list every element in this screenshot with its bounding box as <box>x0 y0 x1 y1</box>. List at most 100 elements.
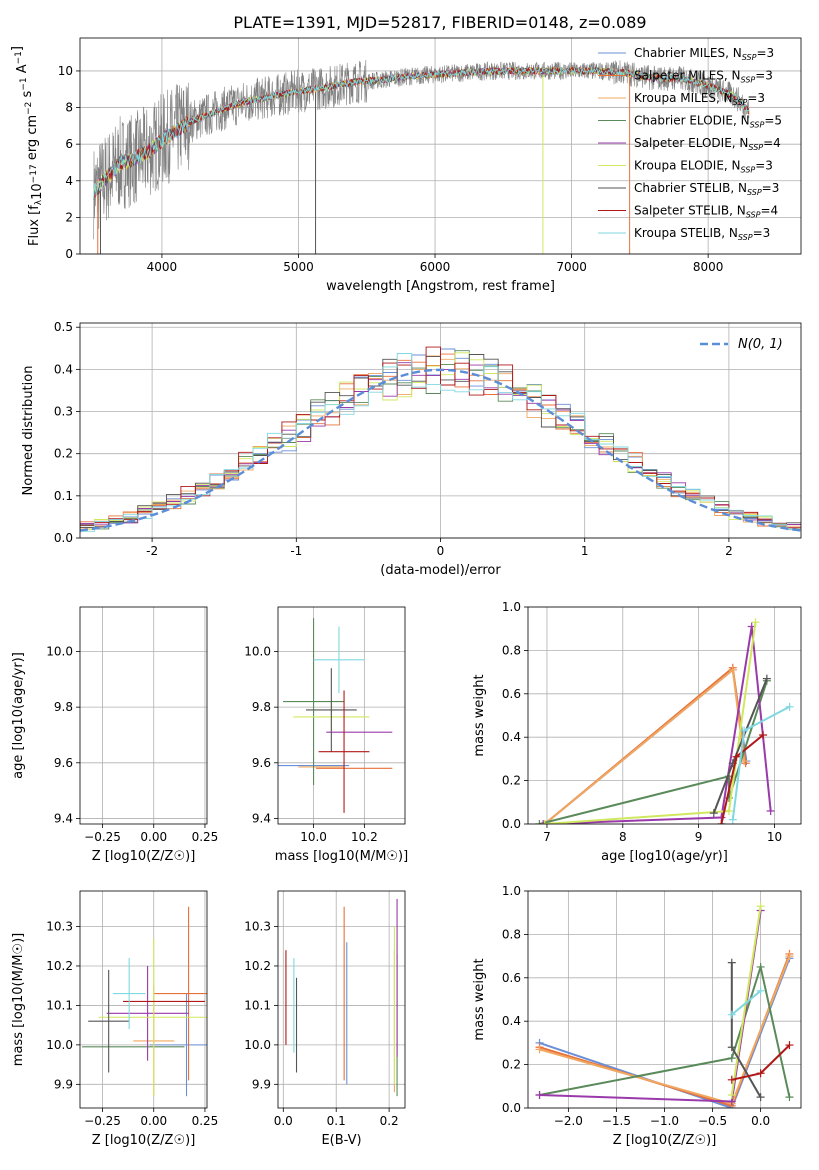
x-tick-label: −1.5 <box>602 1114 631 1128</box>
axes-frame <box>79 37 802 255</box>
legend-entry-chabrier-elodie: Chabrier ELODIE, NSSP=5 <box>634 114 782 130</box>
x-tick-label: 4000 <box>147 260 178 274</box>
y-tick-label: 0 <box>65 247 73 261</box>
x-axis-label: E(B-V) <box>321 1133 361 1148</box>
weight-line-kroupa-elodie <box>730 906 762 1096</box>
x-tick-label: −0.5 <box>698 1114 727 1128</box>
y-axis-label-part: 10 <box>30 183 45 200</box>
y-axis-label-part: s <box>20 90 35 101</box>
legend-text: Salpeter ELODIE, N <box>634 136 748 150</box>
y-tick-label: 10.1 <box>244 998 271 1012</box>
legend-value: =4 <box>760 204 778 218</box>
legend-subscript: SSP <box>738 233 753 242</box>
legend-entry-chabrier-miles: Chabrier MILES, NSSP=3 <box>634 46 774 62</box>
axes-frame <box>277 890 406 1109</box>
y-tick-label: 8 <box>65 101 73 115</box>
x-tick-label: 0 <box>437 544 445 558</box>
weight-marker-kroupa-stelib <box>756 986 765 995</box>
y-tick-label: 9.4 <box>252 811 271 825</box>
legend-value: =3 <box>755 69 773 83</box>
legend-value: =3 <box>756 46 774 60</box>
legend-value: =4 <box>763 136 781 150</box>
y-tick-label: 10.2 <box>244 959 271 973</box>
x-axis-label: wavelength [Angstrom, rest frame] <box>326 279 555 294</box>
y-tick-label: 4 <box>65 174 73 188</box>
x-tick-label: 7 <box>543 830 551 844</box>
weight-marker-salpeter-stelib <box>717 820 726 824</box>
panel-8: −2.0 −1.5 −1.0 −0.5 0.0 0.0 0.2 0.4 0.6 0.8 1.0 Z [… <box>472 884 802 1148</box>
y-tick-label: 0.0 <box>502 1101 521 1115</box>
y-tick-label: 0.2 <box>502 774 521 788</box>
legend-text: Kroupa MILES, N <box>634 91 733 105</box>
y-tick-label: 10.0 <box>46 1038 73 1052</box>
y-tick-label: 10.1 <box>46 998 73 1012</box>
y-axis-label-part: Flux [f <box>27 205 42 246</box>
x-tick-label: 0.25 <box>192 830 219 844</box>
y-axis-label: mass [log10(M/M☉)] <box>11 933 26 1066</box>
y-tick-label: 0.0 <box>54 531 73 545</box>
legend-subscript: SSP <box>741 166 756 175</box>
legend-value: =5 <box>764 114 782 128</box>
y-tick-label: 10.3 <box>244 920 271 934</box>
y-axis-label-part: −17 <box>29 164 39 183</box>
weight-marker-kroupa-elodie <box>751 618 760 627</box>
weight-marker-kroupa-elodie <box>724 806 733 815</box>
y-axis-label: mass weight <box>472 674 487 756</box>
x-tick-label: 0.0 <box>274 1114 293 1128</box>
weight-marker-kroupa-elodie <box>540 820 549 824</box>
y-tick-label: 0.3 <box>54 405 73 419</box>
weight-marker-salpeter-stelib <box>732 752 741 761</box>
weight-marker-kroupa-stelib <box>727 1010 736 1019</box>
plot-area <box>80 346 801 534</box>
x-tick-label: 10 <box>767 830 782 844</box>
x-tick-label: −2.0 <box>554 1114 583 1128</box>
y-tick-label: 0.5 <box>54 320 73 334</box>
legend-text: Kroupa STELIB, N <box>634 226 738 240</box>
panel-4: 10.0 10.2 9.4 9.6 9.8 10.0 mass [log10(M/M☉)] <box>244 606 408 864</box>
legend-text: Chabrier STELIB, N <box>634 181 747 195</box>
x-axis-label: Z [log10(Z/Z☉)] <box>613 1133 717 1148</box>
x-tick-label: 1 <box>581 544 589 558</box>
legend-entry-chabrier-stelib: Chabrier STELIB, NSSP=3 <box>634 181 779 197</box>
weight-line-kroupa-miles <box>544 667 746 824</box>
y-axis-label-part: −1 <box>19 77 29 90</box>
model-spectrum-kroupa-stelib <box>93 66 750 200</box>
y-tick-label: 9.9 <box>252 1077 271 1091</box>
y-axis-label-part: erg cm <box>25 115 40 164</box>
axes-frame <box>79 322 802 539</box>
y-tick-label: 1.0 <box>502 884 521 898</box>
x-tick-label: −1.0 <box>650 1114 679 1128</box>
legend-value: =3 <box>747 91 765 105</box>
panel-6: −0.25 0.00 0.25 9.9 10.0 10.1 10.2 10.3 Z [log10… <box>11 890 219 1148</box>
x-tick-label: 0.1 <box>327 1114 346 1128</box>
y-tick-label: 0.6 <box>502 687 521 701</box>
y-axis-label: Normed distribution <box>21 366 36 496</box>
weight-line-salpeter-elodie <box>543 626 772 824</box>
figure-title: PLATE=1391, MJD=52817, FIBERID=0148, z=0… <box>233 13 646 32</box>
y-tick-label: 9.6 <box>54 756 73 770</box>
legend-subscript: SSP <box>747 188 762 197</box>
weight-marker-salpeter-stelib <box>785 1041 794 1050</box>
x-tick-label: 10.0 <box>300 830 327 844</box>
y-tick-label: 0.2 <box>54 447 73 461</box>
weight-marker-chabrier-stelib <box>727 1043 736 1052</box>
y-axis-label-part: A <box>15 64 30 77</box>
plot-area <box>535 618 794 824</box>
weight-line-kroupa-stelib <box>731 990 762 1016</box>
x-tick-label: 8000 <box>693 260 724 274</box>
weight-marker-salpeter-elodie <box>535 1090 544 1099</box>
legend-text: Chabrier ELODIE, N <box>634 114 750 128</box>
x-tick-label: 0.2 <box>380 1114 399 1128</box>
y-tick-label: 10.0 <box>244 645 271 659</box>
weight-line-chabrier-miles <box>544 668 748 824</box>
panel-5: 7 8 9 10 0.0 0.2 0.4 0.6 0.8 1.0 age [log10(age/yr… <box>472 600 802 864</box>
weight-marker-kroupa-miles <box>785 952 794 961</box>
x-tick-label: 7000 <box>556 260 587 274</box>
legend-value: =3 <box>755 159 773 173</box>
legend-value: =3 <box>753 226 771 240</box>
histogram-salpeter-stelib <box>80 346 801 530</box>
x-tick-label: 0.25 <box>192 1114 219 1128</box>
weight-marker-kroupa-miles <box>535 1045 544 1054</box>
axes-frame <box>79 606 208 825</box>
